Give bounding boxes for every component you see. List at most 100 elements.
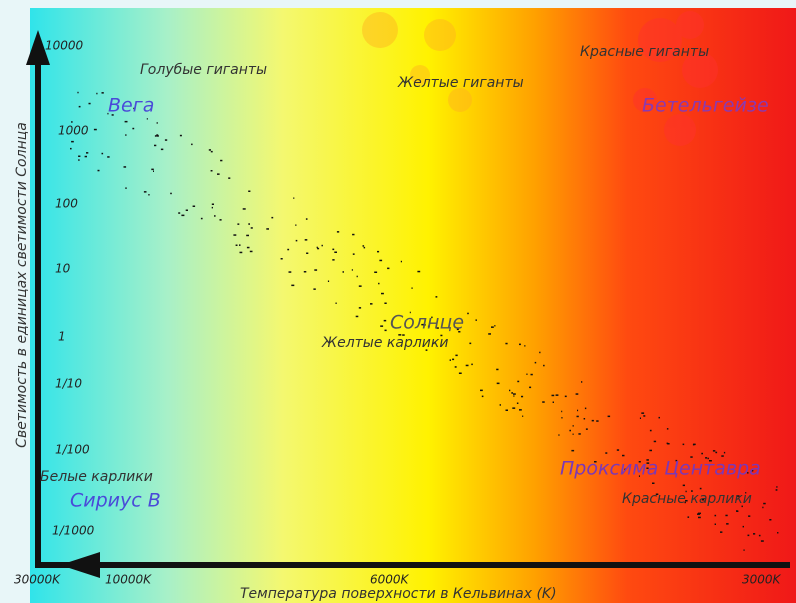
star-dot <box>358 307 362 309</box>
star-dot <box>714 514 717 517</box>
star-dot <box>125 134 127 136</box>
star-dot <box>153 170 154 172</box>
star-dot <box>246 246 250 249</box>
star-dot <box>480 389 483 392</box>
star-dot <box>425 349 428 351</box>
star-dot <box>747 534 750 537</box>
y-arrow <box>26 30 50 65</box>
star-dot <box>78 155 81 157</box>
star-dot <box>641 412 645 414</box>
star-dot <box>519 409 522 411</box>
star-dot <box>572 425 574 427</box>
star-dot <box>86 152 89 154</box>
star-dot <box>513 395 515 397</box>
x-tick: 30000K <box>14 573 61 587</box>
star-dot <box>107 156 110 158</box>
star-dot <box>458 372 462 374</box>
star-dot <box>552 401 554 403</box>
star-dot <box>124 120 128 123</box>
star-dot <box>750 470 754 472</box>
star-dot <box>132 127 135 130</box>
star-dot <box>685 500 688 502</box>
star-dot <box>737 495 740 497</box>
star-dot <box>235 244 238 246</box>
x-arrow <box>60 552 100 578</box>
star-dot <box>101 92 104 94</box>
y-axis-label: Светимость в единицах светимости Солнца <box>14 122 30 448</box>
star-dot <box>736 510 739 512</box>
star-dot <box>594 461 597 463</box>
star-dot <box>745 492 747 494</box>
star-dot <box>88 102 91 105</box>
star-dot <box>591 419 594 422</box>
star-dot <box>210 170 213 172</box>
star-dot <box>84 155 87 158</box>
star-dot <box>539 351 541 354</box>
star-dot <box>228 177 231 179</box>
star-dot <box>154 144 157 147</box>
star-dot <box>524 345 526 347</box>
star-dot <box>558 434 560 436</box>
star-dot <box>271 216 274 219</box>
star-dot <box>306 252 309 254</box>
star-dot <box>561 417 563 419</box>
star-dot <box>763 502 766 505</box>
star-dot <box>712 450 716 452</box>
star-dot <box>295 224 297 226</box>
star-dot <box>287 248 290 251</box>
star-dot <box>534 361 537 364</box>
star-dot <box>715 451 718 454</box>
star-label: Проксима Центавра <box>560 458 761 480</box>
star-dot <box>698 516 701 519</box>
star-dot <box>170 192 172 195</box>
star-dot <box>248 223 250 225</box>
star-dot <box>454 366 457 368</box>
star-dot <box>336 231 340 233</box>
star-dot <box>314 269 318 271</box>
star-dot <box>643 415 646 417</box>
y-tick: 1/1000 <box>52 524 95 538</box>
star-dot <box>509 389 511 392</box>
star-dot <box>743 549 745 551</box>
star-dot <box>576 415 579 418</box>
star-dot <box>467 312 469 315</box>
star-dot <box>358 285 362 287</box>
star-dot <box>721 455 724 457</box>
star-dot <box>192 205 196 207</box>
star-dot <box>530 373 533 376</box>
star-dot <box>217 173 220 175</box>
star-dot <box>543 364 545 367</box>
star-dot <box>111 114 114 116</box>
star-dot <box>377 250 380 253</box>
star-dot <box>151 168 154 171</box>
star-dot <box>616 449 620 451</box>
star-dot <box>488 333 491 335</box>
star-dot <box>542 401 545 403</box>
star-dot <box>374 271 378 273</box>
star-dot <box>352 233 355 236</box>
star-dot <box>777 532 779 534</box>
star-dot <box>529 386 532 389</box>
star-dot <box>561 410 563 413</box>
star-dot <box>332 259 335 261</box>
star-label: Вега <box>108 95 154 117</box>
y-tick: 100 <box>55 197 78 211</box>
star-dot <box>321 244 323 247</box>
star-dot <box>313 288 316 290</box>
star-dot <box>701 499 705 501</box>
star-dot <box>431 316 433 319</box>
star-dot <box>379 259 383 262</box>
red-giant-blobs <box>633 11 718 146</box>
star-dot <box>496 368 499 371</box>
region-label: Белые карлики <box>40 469 153 485</box>
star-dot <box>512 407 516 409</box>
star-dot <box>200 217 203 220</box>
star-label: Сириус B <box>70 490 161 512</box>
x-tick: 6000K <box>370 573 410 587</box>
star-dot <box>723 451 726 454</box>
star-dot <box>742 525 744 528</box>
star-dot <box>220 159 223 162</box>
star-dot <box>327 280 330 282</box>
region-label: Голубые гиганты <box>140 62 267 78</box>
star-dot <box>707 457 709 460</box>
